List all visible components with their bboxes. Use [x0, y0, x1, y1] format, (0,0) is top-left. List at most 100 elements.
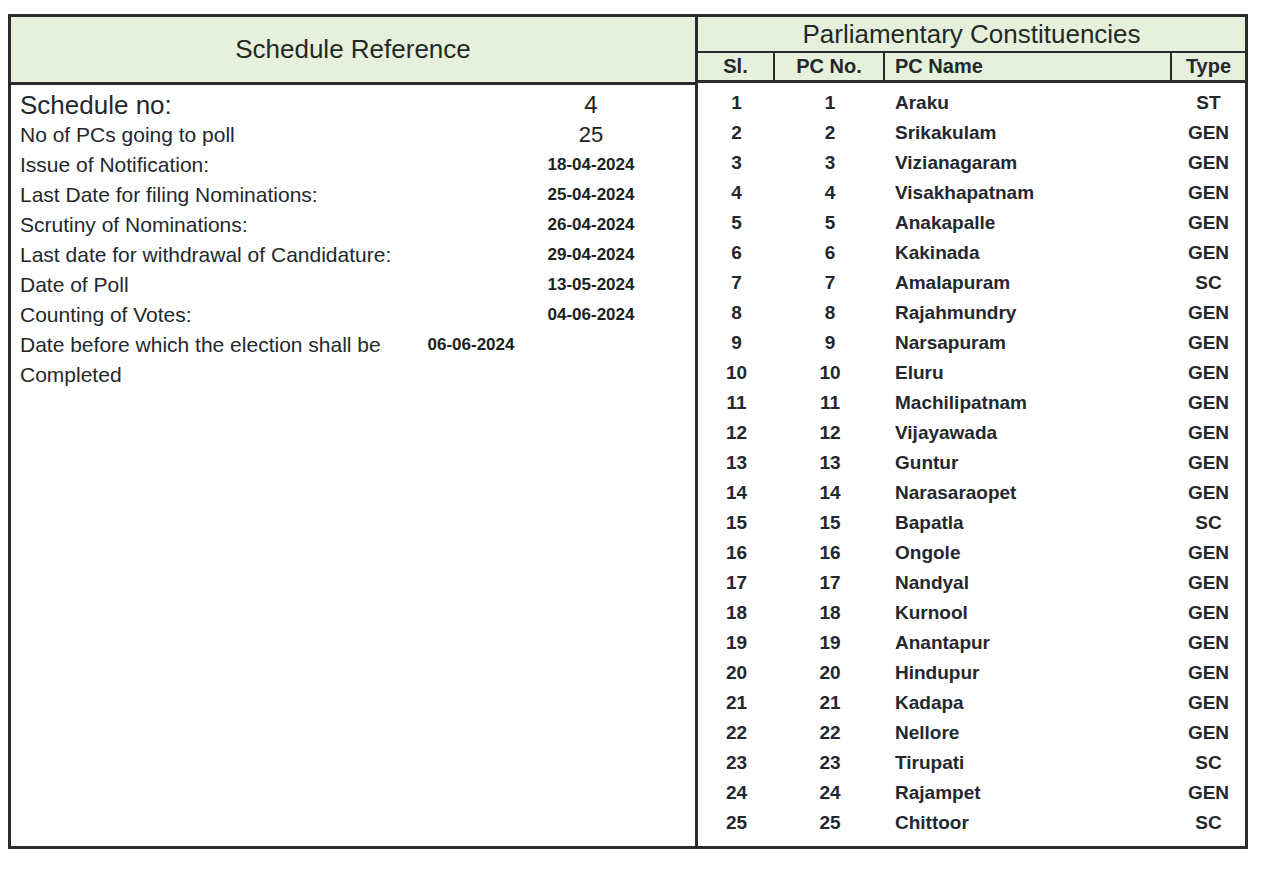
table-row: 15 15 Bapatla SC	[698, 508, 1245, 538]
cell-pc-no: 22	[775, 718, 885, 748]
table-row: 3 3 Vizianagaram GEN	[698, 148, 1245, 178]
cell-sl: 13	[698, 448, 775, 478]
cell-type: GEN	[1172, 538, 1245, 568]
schedule-row-value: 4	[531, 90, 651, 120]
cell-type: GEN	[1172, 358, 1245, 388]
cell-pc-name: Ongole	[885, 538, 1172, 568]
schedule-row-value: 26-04-2024	[531, 210, 651, 240]
cell-pc-no: 19	[775, 628, 885, 658]
cell-sl: 18	[698, 598, 775, 628]
cell-pc-name: Chittoor	[885, 808, 1172, 838]
schedule-row-label: Schedule no:	[11, 90, 531, 120]
constituencies-title: Parliamentary Constituencies	[802, 19, 1140, 50]
cell-type: GEN	[1172, 148, 1245, 178]
cell-type: SC	[1172, 748, 1245, 778]
cell-pc-name: Kurnool	[885, 598, 1172, 628]
column-header-pc-no: PC No.	[775, 53, 885, 80]
table-row: 25 25 Chittoor SC	[698, 808, 1245, 838]
cell-pc-no: 3	[775, 148, 885, 178]
schedule-reference-title: Schedule Reference	[235, 34, 471, 65]
cell-sl: 2	[698, 118, 775, 148]
table-row: 24 24 Rajampet GEN	[698, 778, 1245, 808]
cell-pc-no: 2	[775, 118, 885, 148]
constituencies-header: Parliamentary Constituencies	[698, 17, 1245, 53]
cell-pc-no: 20	[775, 658, 885, 688]
schedule-row: Last Date for filing Nominations: 25-04-…	[11, 180, 695, 210]
table-row: 12 12 Vijayawada GEN	[698, 418, 1245, 448]
cell-pc-no: 12	[775, 418, 885, 448]
cell-sl: 16	[698, 538, 775, 568]
column-header-type: Type	[1172, 53, 1245, 80]
schedule-row-label: Last Date for filing Nominations:	[11, 180, 531, 210]
cell-pc-name: Nandyal	[885, 568, 1172, 598]
table-row: 16 16 Ongole GEN	[698, 538, 1245, 568]
cell-sl: 3	[698, 148, 775, 178]
cell-sl: 5	[698, 208, 775, 238]
cell-pc-no: 23	[775, 748, 885, 778]
cell-sl: 10	[698, 358, 775, 388]
cell-sl: 8	[698, 298, 775, 328]
cell-pc-no: 17	[775, 568, 885, 598]
cell-pc-name: Vizianagaram	[885, 148, 1172, 178]
cell-type: GEN	[1172, 178, 1245, 208]
schedule-row-value: 29-04-2024	[531, 240, 651, 270]
constituencies-column-headers: Sl. PC No. PC Name Type	[698, 53, 1245, 83]
schedule-reference-header: Schedule Reference	[11, 17, 695, 85]
cell-type: SC	[1172, 808, 1245, 838]
cell-sl: 6	[698, 238, 775, 268]
cell-pc-no: 8	[775, 298, 885, 328]
schedule-row-value: 25	[531, 120, 651, 150]
column-header-sl: Sl.	[698, 53, 775, 80]
table-row: 7 7 Amalapuram SC	[698, 268, 1245, 298]
constituencies-table-body: 1 1 Araku ST 2 2 Srikakulam GEN 3 3 Vizi…	[698, 83, 1245, 838]
schedule-row-label: No of PCs going to poll	[11, 120, 531, 150]
table-row: 10 10 Eluru GEN	[698, 358, 1245, 388]
cell-type: GEN	[1172, 388, 1245, 418]
cell-pc-name: Vijayawada	[885, 418, 1172, 448]
schedule-row: Schedule no: 4	[11, 90, 695, 120]
schedule-tables: Schedule Reference Schedule no: 4 No of …	[8, 14, 1248, 849]
cell-type: GEN	[1172, 448, 1245, 478]
table-row: 17 17 Nandyal GEN	[698, 568, 1245, 598]
cell-sl: 1	[698, 88, 775, 118]
cell-pc-name: Narasaraopet	[885, 478, 1172, 508]
schedule-reference-panel: Schedule Reference Schedule no: 4 No of …	[11, 17, 698, 846]
cell-pc-no: 13	[775, 448, 885, 478]
cell-pc-name: Bapatla	[885, 508, 1172, 538]
cell-pc-no: 6	[775, 238, 885, 268]
cell-sl: 15	[698, 508, 775, 538]
cell-type: SC	[1172, 268, 1245, 298]
cell-sl: 14	[698, 478, 775, 508]
schedule-row-value: 04-06-2024	[531, 300, 651, 330]
cell-pc-no: 4	[775, 178, 885, 208]
cell-pc-name: Narsapuram	[885, 328, 1172, 358]
schedule-row-label: Scrutiny of Nominations:	[11, 210, 531, 240]
cell-pc-no: 18	[775, 598, 885, 628]
schedule-row: Date of Poll 13-05-2024	[11, 270, 695, 300]
table-row: 13 13 Guntur GEN	[698, 448, 1245, 478]
cell-pc-name: Machilipatnam	[885, 388, 1172, 418]
table-row: 20 20 Hindupur GEN	[698, 658, 1245, 688]
cell-type: GEN	[1172, 418, 1245, 448]
schedule-row-label: Date of Poll	[11, 270, 531, 300]
cell-pc-no: 24	[775, 778, 885, 808]
cell-pc-no: 7	[775, 268, 885, 298]
cell-sl: 4	[698, 178, 775, 208]
schedule-row-label: Issue of Notification:	[11, 150, 531, 180]
table-row: 8 8 Rajahmundry GEN	[698, 298, 1245, 328]
cell-type: GEN	[1172, 718, 1245, 748]
cell-pc-name: Eluru	[885, 358, 1172, 388]
cell-sl: 21	[698, 688, 775, 718]
schedule-row-value: 13-05-2024	[531, 270, 651, 300]
cell-type: GEN	[1172, 208, 1245, 238]
cell-type: ST	[1172, 88, 1245, 118]
cell-sl: 17	[698, 568, 775, 598]
cell-sl: 22	[698, 718, 775, 748]
cell-pc-no: 14	[775, 478, 885, 508]
schedule-row: Counting of Votes: 04-06-2024	[11, 300, 695, 330]
cell-sl: 23	[698, 748, 775, 778]
cell-pc-name: Amalapuram	[885, 268, 1172, 298]
cell-pc-name: Hindupur	[885, 658, 1172, 688]
constituencies-panel: Parliamentary Constituencies Sl. PC No. …	[698, 17, 1245, 846]
cell-pc-no: 11	[775, 388, 885, 418]
